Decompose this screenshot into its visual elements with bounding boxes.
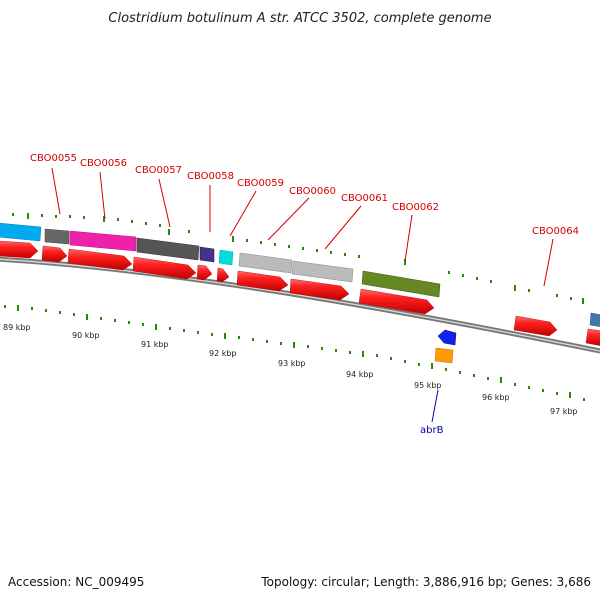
feature-block[interactable]: [291, 260, 354, 283]
gene-arrow-track: [0, 240, 600, 346]
feature-block[interactable]: [199, 246, 215, 263]
gene-label-cbo0062[interactable]: CBO0062: [392, 202, 439, 213]
kbp-label: 91 kbp: [141, 340, 169, 349]
feature-block[interactable]: [589, 312, 600, 327]
abrb-arrow[interactable]: [437, 329, 457, 346]
feature-block[interactable]: [136, 237, 200, 261]
gene-arrow[interactable]: [67, 248, 133, 271]
kbp-label: 89 kbp: [3, 323, 31, 332]
lower-tick-ring: [4, 305, 585, 401]
kbp-label: 90 kbp: [72, 331, 100, 340]
gene-arrow[interactable]: [132, 256, 197, 280]
gene-label-cbo0064[interactable]: CBO0064: [532, 226, 579, 237]
feature-block[interactable]: [69, 230, 137, 252]
kbp-label: 93 kbp: [278, 359, 306, 368]
gene-labels: CBO0055 CBO0056 CBO0057 CBO0058 CBO0059 …: [30, 153, 579, 436]
gene-arrow[interactable]: [289, 278, 350, 301]
gene-label-cbo0059[interactable]: CBO0059: [237, 178, 284, 189]
accession-text: Accession: NC_009495: [8, 575, 144, 589]
feature-block[interactable]: [218, 249, 234, 266]
kbp-label: 96 kbp: [482, 393, 510, 402]
gene-label-cbo0056[interactable]: CBO0056: [80, 158, 127, 169]
abrb-block[interactable]: [434, 347, 454, 364]
feature-block[interactable]: [238, 252, 293, 274]
kbp-label: 97 kbp: [550, 407, 578, 416]
feature-track: [0, 222, 600, 327]
feature-block[interactable]: [0, 222, 42, 242]
gene-label-cbo0058[interactable]: CBO0058: [187, 171, 234, 182]
gene-label-cbo0061[interactable]: CBO0061: [341, 193, 388, 204]
gene-label-cbo0055[interactable]: CBO0055: [30, 153, 77, 164]
gene-label-cbo0060[interactable]: CBO0060: [289, 186, 336, 197]
genome-summary-text: Topology: circular; Length: 3,886,916 bp…: [260, 575, 591, 589]
kbp-label: 94 kbp: [346, 370, 374, 379]
map-title: Clostridium botulinum A str. ATCC 3502, …: [108, 11, 491, 26]
gene-arrow[interactable]: [41, 245, 68, 263]
feature-block[interactable]: [44, 228, 70, 245]
gene-arrow[interactable]: [216, 267, 230, 283]
minus-strand-track: [434, 329, 457, 364]
gene-arrow[interactable]: [358, 288, 435, 315]
gene-label-abrb[interactable]: abrB: [420, 425, 444, 436]
gene-arrow[interactable]: [513, 315, 558, 337]
gene-arrow[interactable]: [0, 240, 39, 259]
callout-lines: [51, 167, 554, 423]
kbp-label: 95 kbp: [414, 381, 442, 390]
gene-arrow[interactable]: [585, 328, 600, 346]
kbp-tick-labels: 89 kbp 90 kbp 91 kbp 92 kbp 93 kbp 94 kb…: [3, 323, 578, 416]
gene-arrow[interactable]: [236, 270, 289, 292]
gene-arrow[interactable]: [196, 264, 213, 281]
gene-label-cbo0057[interactable]: CBO0057: [135, 165, 182, 176]
genome-backbone-highlight: [0, 258, 600, 352]
feature-block[interactable]: [361, 270, 441, 298]
kbp-label: 92 kbp: [209, 349, 237, 358]
upper-tick-ring: [12, 213, 584, 304]
